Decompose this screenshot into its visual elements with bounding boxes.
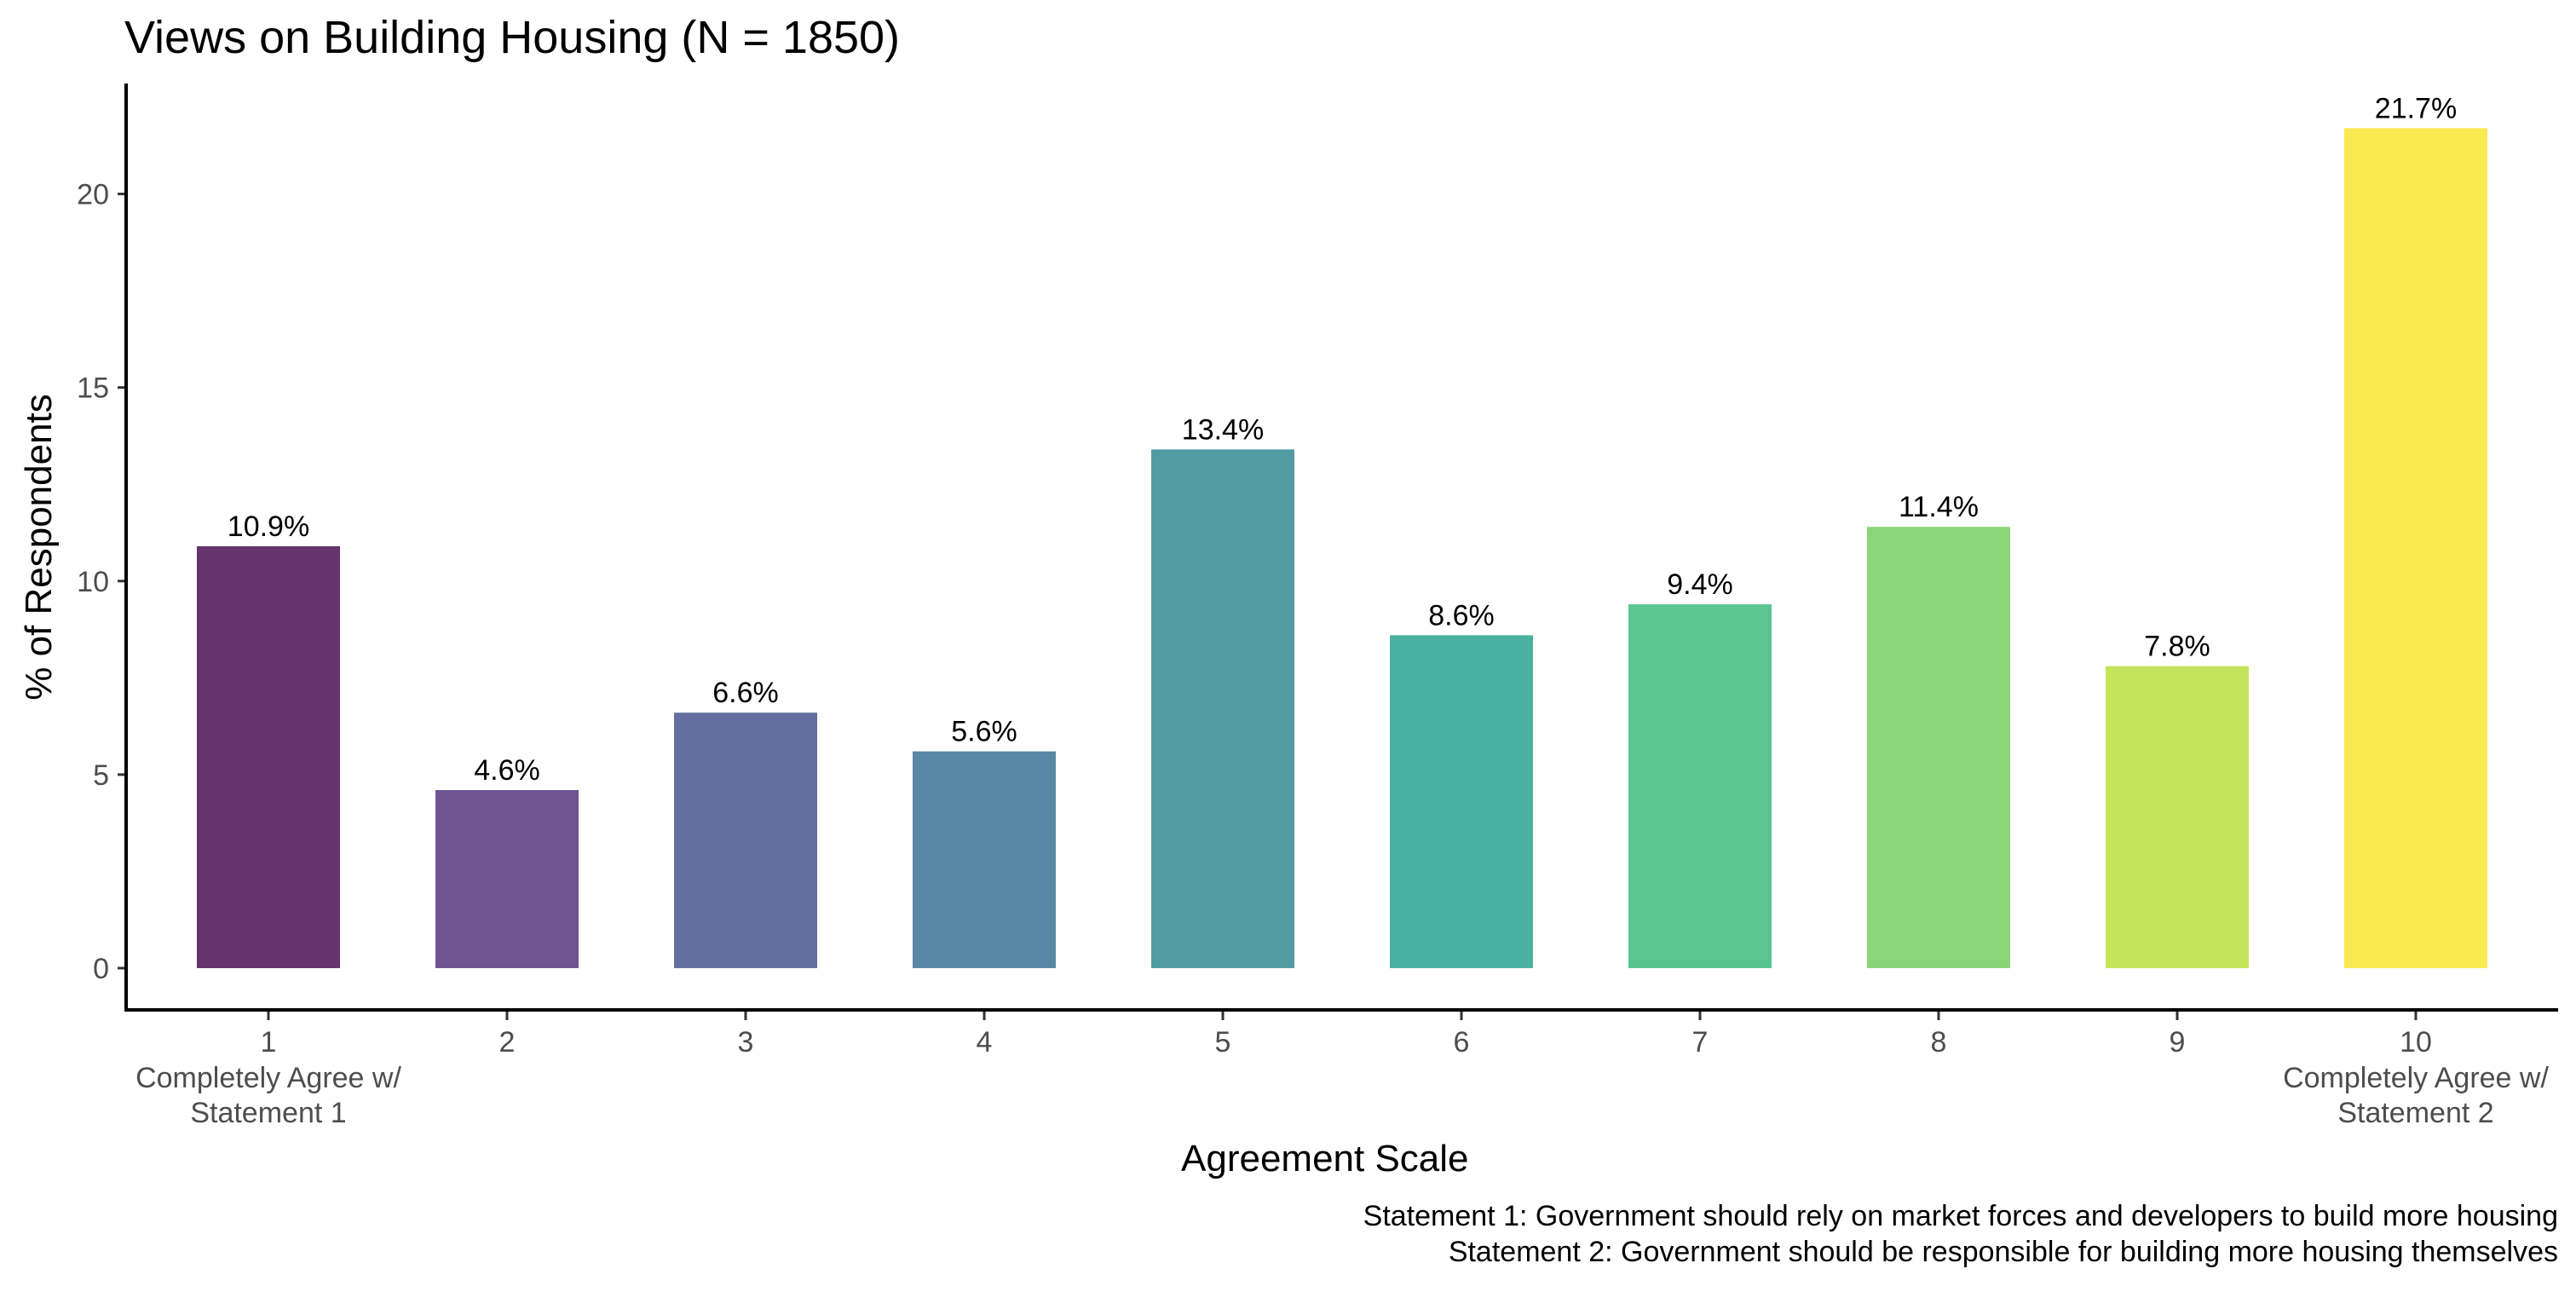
chart-title: Views on Building Housing (N = 1850) xyxy=(124,12,900,63)
x-axis-title: Agreement Scale xyxy=(1181,1138,1469,1180)
data-label-6: 8.6% xyxy=(1428,599,1495,632)
bar-3 xyxy=(674,712,817,968)
caption-statement-1: Statement 1: Government should rely on m… xyxy=(1363,1200,2558,1232)
bar-10 xyxy=(2344,128,2487,969)
x-tick-label-9: 9 xyxy=(2170,1026,2186,1058)
y-axis-ticks: 0 5 10 15 20 xyxy=(77,179,126,985)
x-tick-label-5: 5 xyxy=(1215,1026,1231,1058)
bar-9 xyxy=(2106,666,2249,968)
x-tick-label-6: 6 xyxy=(1454,1026,1470,1058)
data-labels: 10.9% 4.6% 6.6% 5.6% 13.4% 8.6% 9.4% 11.4% 7.8% 2… xyxy=(228,92,2457,787)
bar-8 xyxy=(1867,527,2010,968)
data-label-5: 13.4% xyxy=(1182,413,1264,446)
y-tick-label-5: 5 xyxy=(93,759,109,792)
x-tick-label-3: 3 xyxy=(738,1026,754,1058)
bar-5 xyxy=(1151,449,1294,968)
data-label-10: 21.7% xyxy=(2375,92,2457,124)
data-label-3: 6.6% xyxy=(712,677,779,709)
x-tick-label-8: 8 xyxy=(1931,1026,1947,1058)
y-tick-label-0: 0 xyxy=(93,953,109,985)
data-label-8: 11.4% xyxy=(1899,491,1979,523)
x-tick-label-7: 7 xyxy=(1692,1026,1709,1058)
x-tick-sublabel-10-2: Statement 2 xyxy=(2337,1097,2493,1129)
y-tick-label-20: 20 xyxy=(77,179,109,211)
caption-statement-2: Statement 2: Government should be respon… xyxy=(1449,1236,2558,1268)
data-label-7: 9.4% xyxy=(1667,568,1733,601)
x-tick-label-2: 2 xyxy=(499,1026,516,1058)
y-tick-label-15: 15 xyxy=(77,372,109,405)
bar-6 xyxy=(1390,635,1533,968)
x-axis-ticks: 1 Completely Agree w/Statement 1 2 3 4 5 6 7 8 9 1… xyxy=(135,1012,2549,1129)
bars xyxy=(197,128,2487,969)
x-tick-label-4: 4 xyxy=(977,1026,993,1058)
y-axis-title: % of Respondents xyxy=(18,394,60,701)
bar-2 xyxy=(435,790,579,968)
x-tick-label-10: 10 xyxy=(2400,1026,2432,1058)
bar-1 xyxy=(197,545,340,968)
x-tick-sublabel-1-2: Statement 1 xyxy=(190,1097,346,1129)
data-label-1: 10.9% xyxy=(228,510,309,543)
x-tick-sublabel-10-1: Completely Agree w/ xyxy=(2283,1062,2549,1094)
bar-4 xyxy=(913,751,1056,968)
x-tick-label-1: 1 xyxy=(261,1026,277,1058)
data-label-9: 7.8% xyxy=(2144,631,2210,663)
data-label-4: 5.6% xyxy=(951,716,1017,748)
bar-7 xyxy=(1628,604,1772,968)
x-tick-sublabel-1-1: Completely Agree w/ xyxy=(135,1062,401,1094)
y-tick-label-10: 10 xyxy=(77,566,109,598)
data-label-2: 4.6% xyxy=(474,754,540,787)
